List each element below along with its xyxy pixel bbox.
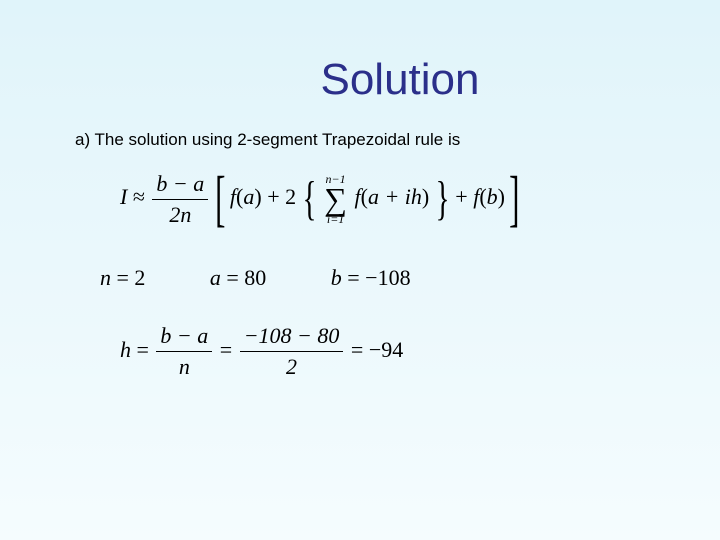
f-of-a-plus-ih: f(a + ih) bbox=[354, 184, 434, 209]
frac-num-3: −108 − 80 bbox=[240, 323, 344, 352]
eq2: = bbox=[220, 337, 232, 362]
frac-numeric: −108 − 80 2 bbox=[240, 323, 344, 380]
page-title: Solution bbox=[80, 55, 720, 105]
approx-symbol: ≈ bbox=[133, 184, 145, 209]
sum-lower: i=1 bbox=[324, 213, 347, 225]
frac-den-3: 2 bbox=[240, 352, 344, 380]
param-n: n = 2 bbox=[100, 265, 145, 291]
param-a: a = 80 bbox=[210, 265, 266, 291]
f-of-b: f(b) bbox=[473, 184, 510, 209]
left-bracket: [ bbox=[215, 168, 225, 230]
plus-fb: + bbox=[455, 184, 467, 209]
var-I: I bbox=[120, 184, 127, 209]
eq-result: = −94 bbox=[351, 337, 403, 362]
h-formula: h = b − a n = −108 − 80 2 = −94 bbox=[120, 323, 720, 380]
frac-b-a-over-2n: b − a 2n bbox=[152, 171, 208, 228]
frac-num: b − a bbox=[152, 171, 208, 200]
eq1: = bbox=[137, 337, 149, 362]
main-formula: I ≈ b − a 2n [ f(a) + 2 { n−1 ∑ i=1 f(a … bbox=[120, 168, 720, 230]
right-bracket: ] bbox=[510, 168, 520, 230]
frac-den: 2n bbox=[152, 200, 208, 228]
right-brace: } bbox=[435, 175, 449, 223]
param-b: b = −108 bbox=[331, 265, 411, 291]
frac-den-2: n bbox=[156, 352, 212, 380]
subtitle-text: a) The solution using 2-segment Trapezoi… bbox=[75, 130, 720, 150]
sigma-icon: ∑ bbox=[324, 183, 347, 215]
parameter-row: n = 2 a = 80 b = −108 bbox=[100, 265, 720, 291]
frac-num-2: b − a bbox=[156, 323, 212, 352]
left-brace: { bbox=[302, 175, 316, 223]
var-h: h bbox=[120, 337, 131, 362]
plus-two: + 2 bbox=[267, 184, 296, 209]
summation: n−1 ∑ i=1 bbox=[324, 173, 347, 225]
frac-b-a-over-n: b − a n bbox=[156, 323, 212, 380]
f-of-a: f(a) bbox=[230, 184, 267, 209]
